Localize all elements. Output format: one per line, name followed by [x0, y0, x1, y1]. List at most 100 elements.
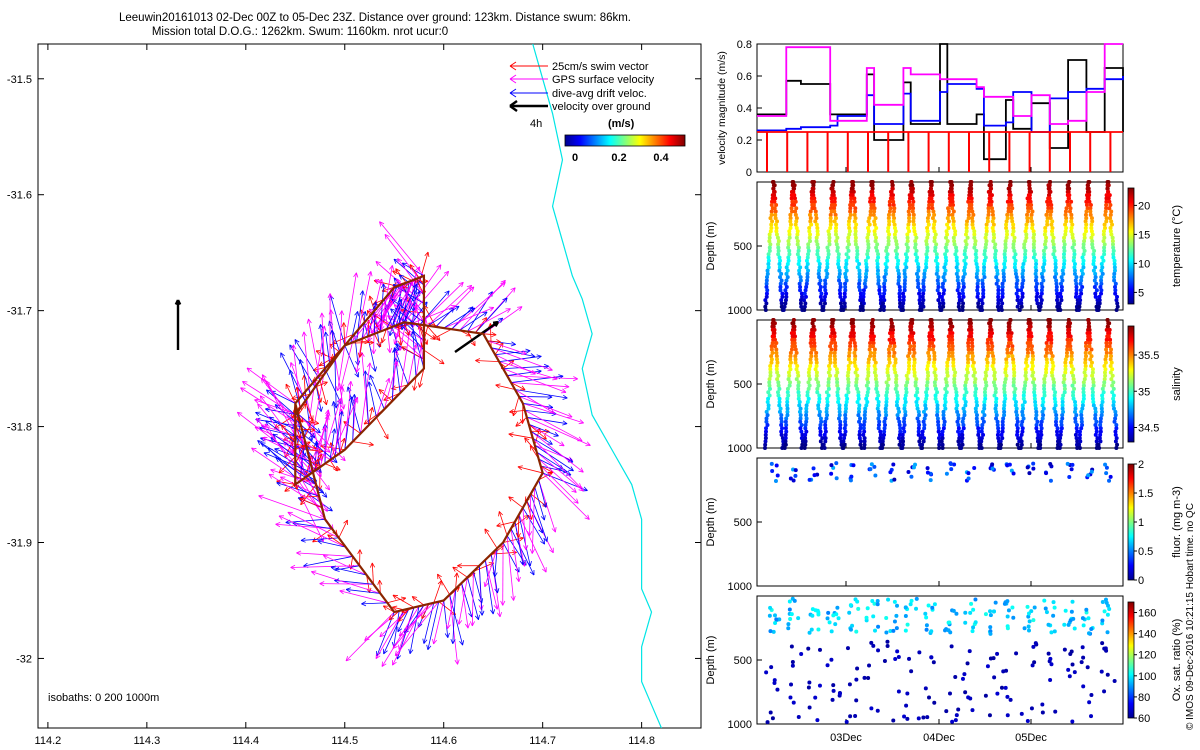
depth-point: [1008, 334, 1013, 339]
depth-point: [901, 426, 906, 431]
map-y-tick-label: -31.6: [7, 190, 32, 202]
depth-point: [1092, 248, 1097, 253]
depth-point: [966, 199, 971, 204]
depth-point: [1081, 383, 1086, 388]
depth-point: [1100, 396, 1105, 401]
depth-point: [903, 262, 908, 267]
depth-point: [1029, 202, 1034, 207]
depth-point: [970, 337, 975, 342]
depth-point: [1000, 429, 1005, 434]
gps-velocity-arrow-head: [398, 631, 405, 637]
gps-velocity-arrow-head: [290, 564, 296, 570]
gps-velocity-arrow-head: [322, 506, 328, 512]
depth-point: [832, 360, 837, 365]
depth-point: [854, 380, 859, 385]
depth-point: [1071, 396, 1076, 401]
depth-point: [814, 360, 819, 365]
depth-point: [866, 363, 871, 368]
swim-vector-arrow-head: [495, 339, 501, 345]
depth-point: [869, 640, 874, 645]
depth-point: [873, 360, 878, 365]
depth-point: [987, 713, 992, 718]
drift-velocity-arrow: [506, 370, 542, 376]
depth-point: [835, 390, 840, 395]
depth-point: [991, 232, 996, 237]
depth-point: [1073, 294, 1078, 299]
depth-point: [1051, 245, 1056, 250]
depth-point: [949, 334, 954, 339]
depth-point: [858, 426, 863, 431]
depth-point: [1027, 193, 1032, 198]
depth-point: [931, 225, 936, 230]
depth-point: [999, 304, 1004, 309]
depth-point: [925, 386, 930, 391]
depth-point: [1082, 370, 1087, 375]
depth-point: [999, 308, 1004, 312]
depth-point: [1069, 357, 1074, 362]
depth-point: [907, 340, 912, 345]
depth-point: [815, 252, 820, 257]
depth-point: [953, 386, 958, 391]
depth-point: [798, 426, 803, 431]
depth-point: [1091, 380, 1096, 385]
depth-point: [1093, 432, 1098, 437]
gps-velocity-arrow-head: [375, 261, 381, 267]
depth-point: [832, 337, 837, 342]
depth-point: [1028, 321, 1033, 326]
depth-point: [964, 377, 969, 382]
depth-point: [950, 719, 955, 724]
depth-point: [788, 367, 793, 372]
depth-point: [831, 189, 836, 194]
depth-point: [966, 360, 971, 365]
depth-point: [1044, 363, 1049, 368]
depth-point: [862, 413, 867, 418]
depth-point: [1009, 216, 1014, 221]
depth-point: [1087, 189, 1092, 194]
legend-drift-label: dive-avg drift veloc.: [552, 88, 647, 100]
depth-point: [789, 682, 794, 687]
depth-point: [829, 347, 834, 352]
depth-point: [847, 354, 852, 359]
depth-point: [930, 193, 935, 198]
depth-point: [882, 429, 887, 434]
depth-point: [774, 350, 779, 355]
depth-point: [902, 403, 907, 408]
depth-point: [1046, 318, 1051, 322]
depth-point: [1054, 413, 1059, 418]
depth-point: [896, 281, 901, 286]
drift-velocity-arrow-head: [468, 306, 474, 312]
depth-point: [785, 275, 790, 280]
depth-point: [846, 255, 851, 260]
depth-point: [1013, 400, 1018, 405]
depth-point: [904, 242, 909, 247]
depth-point: [1015, 429, 1020, 434]
depth-point: [971, 625, 976, 630]
map-panel: 114.2 114.3 114.4 114.5 114.6 114.7 114.8-31.5…: [7, 43, 702, 747]
depth-point: [1039, 419, 1044, 424]
depth-point: [881, 436, 886, 441]
gps-velocity-arrow-head: [523, 545, 529, 551]
depth-point: [771, 629, 776, 634]
depth-point: [867, 222, 872, 227]
depth-point: [882, 432, 887, 437]
depth-point: [1001, 268, 1006, 273]
gps-velocity-arrow-head: [542, 567, 547, 573]
depth-point: [868, 340, 873, 345]
depth-point: [902, 714, 907, 719]
depth-point: [1111, 396, 1116, 401]
gps-velocity-arrow: [324, 411, 329, 464]
depth-point: [983, 612, 988, 617]
depth-point: [856, 396, 861, 401]
depth-point: [875, 396, 880, 401]
depth-point: [838, 423, 843, 428]
gps-velocity-arrow-head: [367, 271, 373, 277]
depth-point: [1026, 624, 1031, 629]
depth-point: [932, 360, 937, 365]
swim-vector-arrow-head: [439, 359, 445, 365]
depth-point: [774, 347, 779, 352]
depth-point: [948, 327, 953, 332]
depth-point: [866, 357, 871, 362]
depth-point: [1012, 373, 1017, 378]
depth-point: [872, 601, 877, 606]
depth-point: [952, 242, 957, 247]
